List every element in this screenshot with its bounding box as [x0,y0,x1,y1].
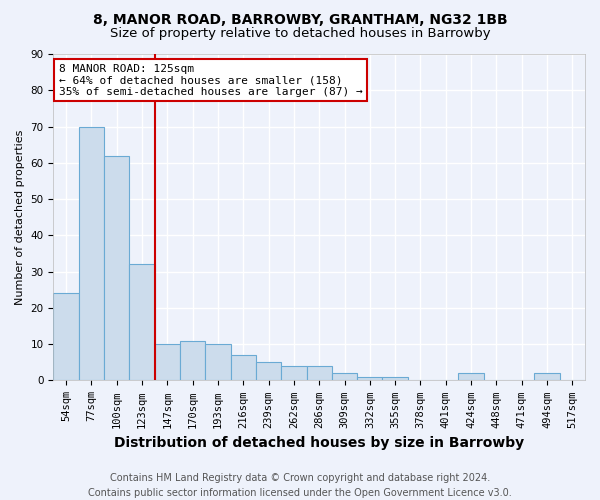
Bar [382,377,408,380]
Bar [332,373,357,380]
Bar [79,126,104,380]
Text: Size of property relative to detached houses in Barrowby: Size of property relative to detached ho… [110,28,490,40]
X-axis label: Distribution of detached houses by size in Barrowby: Distribution of detached houses by size … [114,436,524,450]
Bar [230,355,256,380]
Bar [535,373,560,380]
Bar [205,344,230,381]
Bar [130,264,155,380]
Bar [357,377,382,380]
Bar [281,366,307,380]
Bar [53,294,79,380]
Bar [256,362,281,380]
Text: 8 MANOR ROAD: 125sqm
← 64% of detached houses are smaller (158)
35% of semi-deta: 8 MANOR ROAD: 125sqm ← 64% of detached h… [59,64,362,97]
Bar [155,344,180,381]
Text: 8, MANOR ROAD, BARROWBY, GRANTHAM, NG32 1BB: 8, MANOR ROAD, BARROWBY, GRANTHAM, NG32 … [92,12,508,26]
Bar [180,340,205,380]
Bar [307,366,332,380]
Bar [458,373,484,380]
Bar [104,156,130,380]
Text: Contains HM Land Registry data © Crown copyright and database right 2024.
Contai: Contains HM Land Registry data © Crown c… [88,472,512,498]
Y-axis label: Number of detached properties: Number of detached properties [15,130,25,305]
